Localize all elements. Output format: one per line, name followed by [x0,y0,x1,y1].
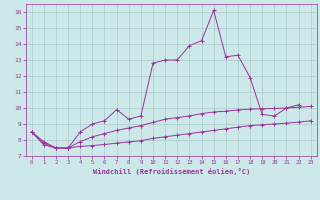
X-axis label: Windchill (Refroidissement éolien,°C): Windchill (Refroidissement éolien,°C) [92,168,250,175]
